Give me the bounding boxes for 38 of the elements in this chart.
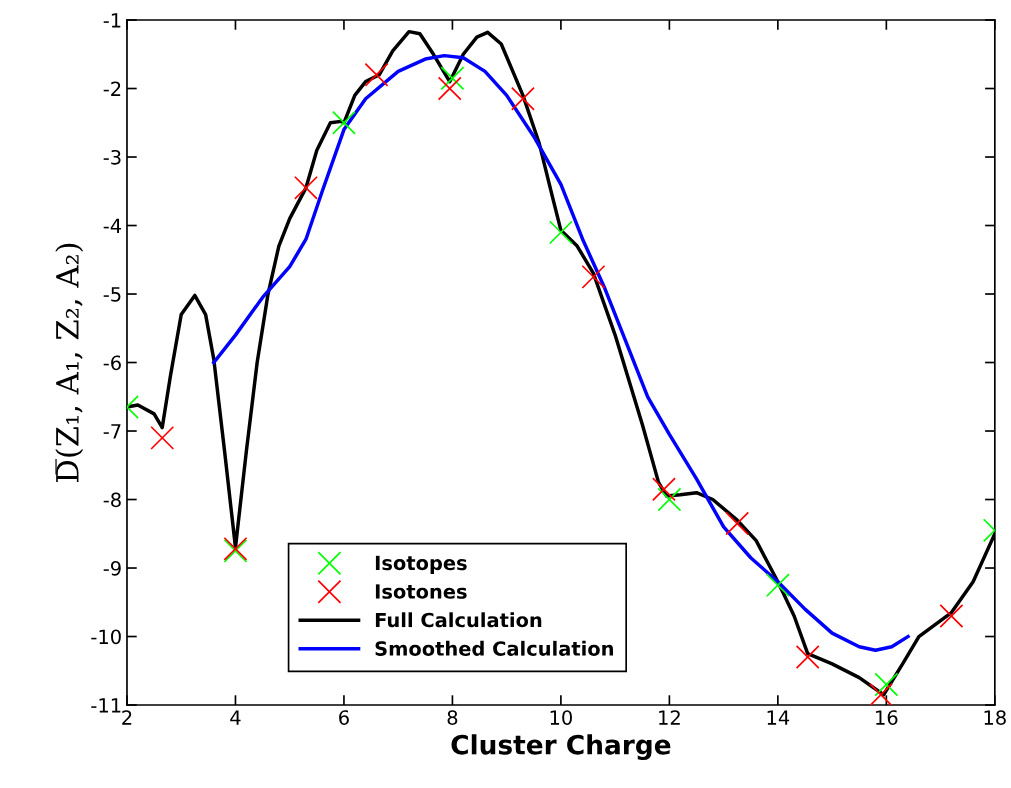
x-axis-title: Cluster Charge xyxy=(451,734,671,760)
x-tick-label: 2 xyxy=(122,710,132,725)
y-tick-label: -5 xyxy=(103,287,121,302)
x-tick-label: 18 xyxy=(984,710,1006,725)
point xyxy=(581,264,606,289)
x-tick-label: 6 xyxy=(339,710,349,725)
point xyxy=(765,573,790,598)
point xyxy=(795,645,820,670)
y-tick-label: -9 xyxy=(103,560,121,576)
x-tick-label: 4 xyxy=(230,710,241,725)
x-tick-label: 12 xyxy=(659,710,680,725)
point xyxy=(510,86,535,111)
point xyxy=(657,487,682,512)
point xyxy=(939,604,964,628)
legend-label: Isotones xyxy=(375,584,467,599)
y-tick-label: -3 xyxy=(103,149,121,165)
x-tick-label: 14 xyxy=(767,710,790,725)
x-tick-label: 10 xyxy=(550,710,572,725)
y-tick-label: -7 xyxy=(103,424,121,439)
point xyxy=(652,477,676,502)
point xyxy=(437,76,462,101)
x-tick-label: 16 xyxy=(876,710,898,725)
y-tick-label: -1 xyxy=(103,13,121,28)
point xyxy=(725,511,750,536)
legend-label: Isotopes xyxy=(375,555,467,575)
point xyxy=(874,672,899,697)
legend-label: Full Calculation xyxy=(375,612,542,628)
y-tick-label: -6 xyxy=(103,355,121,371)
point xyxy=(150,425,175,450)
y-tick-label: -4 xyxy=(103,218,122,233)
x-tick-label: 8 xyxy=(447,710,458,725)
y-axis-title: D̅(Z₁, A₁, Z₂, A₂) xyxy=(55,243,84,482)
point xyxy=(440,66,465,91)
y-tick-label: -2 xyxy=(103,81,121,96)
y-tick-label: -10 xyxy=(91,629,121,645)
y-tick-label: -11 xyxy=(91,698,121,713)
y-tick-label: -8 xyxy=(103,492,121,508)
legend-label: Smoothed Calculation xyxy=(375,640,613,656)
